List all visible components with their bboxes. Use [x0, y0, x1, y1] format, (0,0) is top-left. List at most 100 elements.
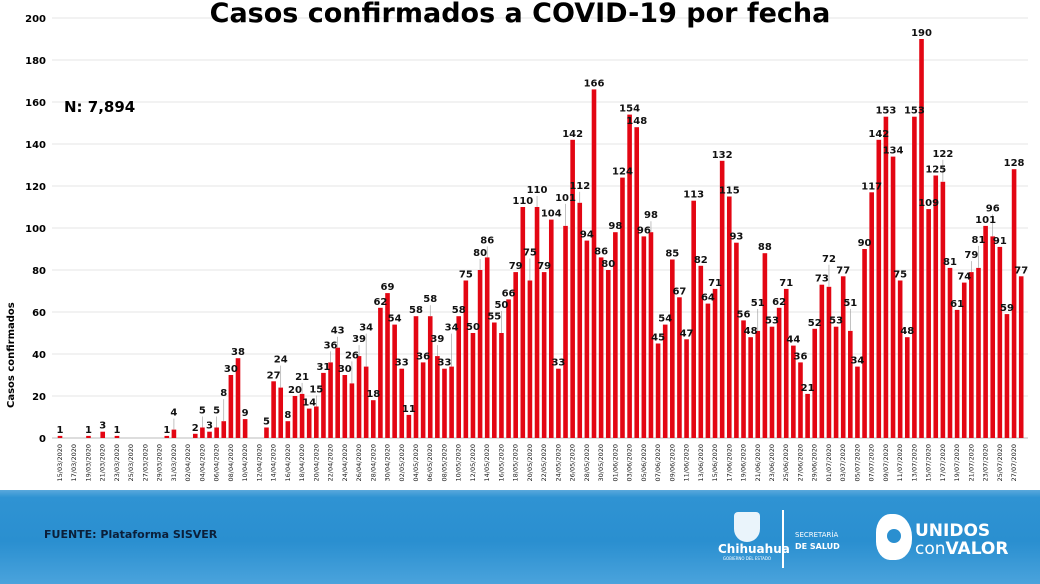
bar	[819, 284, 825, 438]
y-axis-label: Casos confirmados	[6, 302, 17, 408]
data-label: 27	[267, 370, 281, 381]
data-label: 30	[224, 364, 238, 375]
bar	[655, 343, 661, 438]
data-label: 124	[612, 167, 633, 178]
label-leader-lines	[173, 159, 994, 430]
data-label: 51	[843, 298, 857, 309]
data-label: 96	[986, 203, 1000, 214]
data-label: 34	[359, 323, 373, 334]
bar	[548, 219, 554, 438]
x-tick-label: 11/06/2020	[683, 444, 691, 481]
data-label: 134	[883, 146, 904, 157]
x-tick-label: 16/04/2020	[284, 444, 292, 481]
data-label: 18	[366, 389, 380, 400]
data-label: 77	[1014, 265, 1028, 276]
bar	[385, 293, 390, 438]
bar	[833, 326, 839, 438]
x-tick-label: 03/06/2020	[626, 444, 634, 481]
bar	[620, 177, 625, 438]
data-label: 96	[637, 225, 651, 236]
slogan-line1: UNIDOS	[915, 521, 991, 541]
data-label: 117	[861, 181, 882, 192]
data-label: 3	[99, 421, 106, 432]
bar	[235, 358, 241, 438]
bar	[420, 362, 426, 438]
data-label: 21	[295, 372, 309, 383]
data-label: 58	[409, 305, 423, 316]
bar	[306, 408, 312, 438]
bar	[342, 375, 348, 438]
bar	[926, 209, 931, 438]
bar	[684, 339, 689, 438]
bar	[321, 372, 326, 438]
data-label: 50	[466, 322, 480, 333]
bar	[598, 257, 604, 438]
bar	[954, 309, 960, 438]
x-tick-label: 11/07/2020	[896, 444, 904, 481]
bar	[840, 276, 846, 438]
x-tick-label: 30/05/2020	[597, 444, 605, 481]
data-label: 30	[338, 364, 352, 375]
x-tick-label: 24/05/2020	[554, 444, 562, 481]
x-tick-label: 21/03/2020	[99, 444, 107, 481]
bar	[314, 406, 319, 438]
bar	[1004, 314, 1010, 438]
y-tick-label: 140	[25, 140, 46, 151]
bar	[812, 328, 818, 438]
bar	[670, 259, 675, 438]
x-tick-label: 04/04/2020	[198, 444, 206, 481]
bar	[114, 435, 120, 438]
data-label: 5	[213, 406, 220, 417]
data-label: 153	[904, 106, 925, 117]
data-label: 86	[594, 246, 608, 257]
x-tick-label: 29/06/2020	[811, 444, 819, 481]
data-label: 33	[395, 358, 409, 369]
bar	[726, 196, 732, 438]
data-label: 48	[900, 326, 914, 337]
bar	[755, 330, 761, 438]
bar	[86, 435, 91, 438]
data-label: 4	[170, 408, 177, 419]
x-tick-label: 18/04/2020	[298, 444, 306, 481]
x-tick-label: 26/05/2020	[569, 444, 577, 481]
data-label: 77	[836, 265, 850, 276]
bar	[933, 175, 939, 438]
x-tick-label: 27/03/2020	[141, 444, 149, 481]
data-label: 59	[1000, 303, 1014, 314]
data-label: 115	[719, 186, 740, 197]
bar	[634, 127, 640, 438]
bar	[897, 280, 903, 438]
bar	[563, 225, 568, 438]
data-label: 79	[964, 250, 978, 261]
bar	[848, 330, 853, 438]
bar	[919, 39, 924, 438]
bar	[577, 202, 583, 438]
x-tick-label: 05/06/2020	[640, 444, 648, 481]
data-label: 113	[683, 190, 704, 201]
x-tick-label: 28/05/2020	[583, 444, 591, 481]
x-tick-label: 10/04/2020	[241, 444, 249, 481]
x-tick-label: 07/06/2020	[654, 444, 662, 481]
data-label: 74	[957, 272, 971, 283]
x-tick-label: 01/07/2020	[825, 444, 833, 481]
x-tick-label: 25/06/2020	[782, 444, 790, 481]
data-label: 80	[601, 259, 615, 270]
y-tick-label: 40	[32, 350, 46, 361]
x-tick-label: 23/06/2020	[768, 444, 776, 481]
x-tick-label: 19/07/2020	[953, 444, 961, 481]
data-label: 45	[651, 333, 665, 344]
bar	[990, 236, 996, 438]
bar	[399, 368, 405, 438]
data-label: 14	[302, 398, 316, 409]
bar	[520, 207, 526, 438]
data-label: 81	[943, 257, 957, 268]
data-label: 73	[815, 274, 829, 285]
data-label: 109	[918, 198, 939, 209]
bar	[904, 337, 910, 438]
bar	[328, 362, 333, 438]
data-label: 3	[206, 421, 213, 432]
total-annotation: N: 7,894	[64, 98, 136, 116]
bar	[221, 421, 227, 438]
data-label: 132	[712, 150, 733, 161]
data-label: 90	[858, 238, 872, 249]
